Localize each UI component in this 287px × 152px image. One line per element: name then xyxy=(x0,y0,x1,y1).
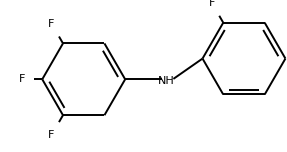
Text: F: F xyxy=(208,0,215,8)
Text: F: F xyxy=(48,19,55,29)
Text: NH: NH xyxy=(158,76,175,86)
Text: F: F xyxy=(48,130,55,140)
Text: F: F xyxy=(19,74,26,84)
